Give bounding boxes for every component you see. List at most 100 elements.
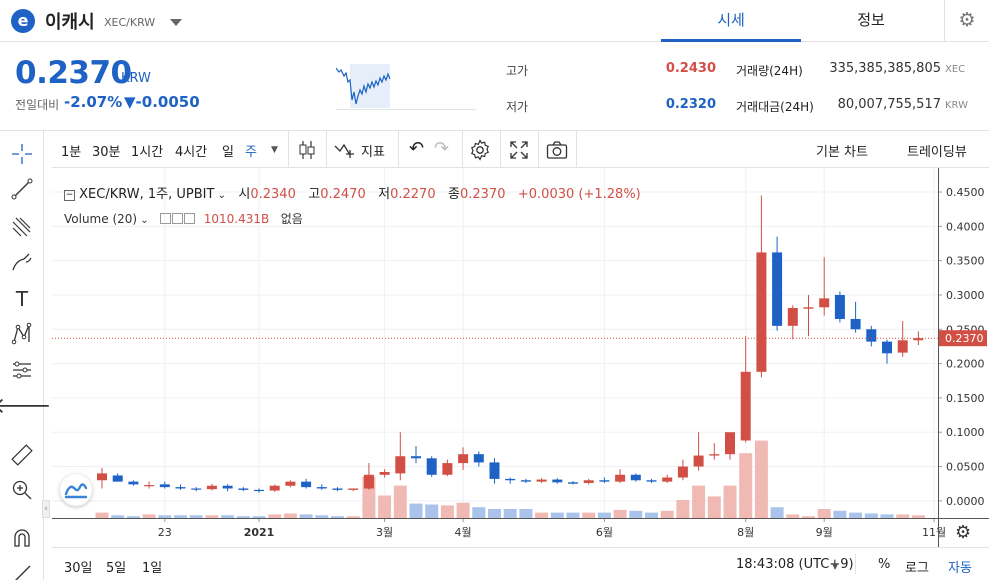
volume-label: 거래량(24H) xyxy=(736,64,803,78)
gear-icon[interactable]: ⚙ xyxy=(955,522,972,543)
range-30d[interactable]: 30일 xyxy=(64,561,93,576)
chart-toolbar: 1분 30분 1시간 4시간 일 주 ▼ 지표 ↶ ↷ 기본 차트 트레이딩뷰 xyxy=(52,131,989,168)
volume-bar xyxy=(189,515,203,518)
volume-bar xyxy=(503,509,517,518)
candle-body xyxy=(285,481,296,486)
interval-day[interactable]: 일 xyxy=(222,145,234,160)
fullscreen-icon[interactable] xyxy=(507,138,531,162)
candle-body xyxy=(693,455,704,467)
text-tool-icon[interactable]: T xyxy=(15,287,29,311)
volume-bar xyxy=(802,516,815,518)
interval-1h[interactable]: 1시간 xyxy=(131,145,164,160)
percent-toggle[interactable]: % xyxy=(878,557,891,572)
candle-body xyxy=(254,489,264,492)
legend-low: 0.2270 xyxy=(390,187,436,202)
amount-value: 80,007,755,517 xyxy=(837,97,941,112)
arrow-left-icon[interactable]: 🡐 xyxy=(0,394,52,419)
collapse-panel-button[interactable]: ‹ xyxy=(42,500,50,518)
camera-icon[interactable] xyxy=(545,138,569,162)
volume-bar xyxy=(158,515,172,518)
toolbar-divider xyxy=(398,131,399,168)
redo-icon[interactable]: ↷ xyxy=(434,138,450,159)
volume-indicator-label[interactable]: Volume (20) xyxy=(64,212,138,226)
candle-body xyxy=(709,454,720,456)
tradingview-logo[interactable] xyxy=(60,474,92,506)
volume-bar xyxy=(786,514,800,518)
eye-icon[interactable] xyxy=(160,213,172,224)
volume-bar xyxy=(582,512,596,518)
volume-bar xyxy=(770,507,784,518)
tradingview-tab[interactable]: 트레이딩뷰 xyxy=(907,145,967,160)
volume-bar xyxy=(660,510,674,518)
amount-unit: KRW xyxy=(945,100,968,111)
volume-bar xyxy=(393,485,407,518)
time-tick-label: 23 xyxy=(158,526,172,539)
candle-body xyxy=(348,488,359,490)
legend-symbol[interactable]: XEC/KRW, 1주, UPBIT xyxy=(79,187,215,202)
coin-name[interactable]: 이캐시 xyxy=(45,12,95,33)
pattern-icon[interactable] xyxy=(7,319,37,349)
low-value: 0.2320 xyxy=(665,97,716,112)
interval-30m[interactable]: 30분 xyxy=(92,145,121,160)
volume-bar xyxy=(268,514,282,518)
price-chart[interactable]: 0.45000.40000.35000.30000.25000.20000.15… xyxy=(52,168,989,547)
volume-bar xyxy=(378,495,392,518)
interval-week[interactable]: 주 xyxy=(245,145,257,160)
volume-legend: Volume (20) ⌄ 1010.431B 없음 xyxy=(64,212,303,226)
candle-body xyxy=(144,485,155,487)
legend-collapse-icon[interactable]: − xyxy=(64,190,75,201)
lock-drawing-icon[interactable] xyxy=(7,559,37,580)
candle-body xyxy=(646,480,657,482)
pitchfork-icon[interactable] xyxy=(7,211,37,241)
bottom-divider xyxy=(855,554,856,574)
trend-line-icon[interactable] xyxy=(7,174,37,204)
candle-body xyxy=(882,341,892,354)
legend-open: 0.2340 xyxy=(250,187,296,202)
gear-icon[interactable] xyxy=(468,138,492,162)
coin-pair[interactable]: XEC/KRW xyxy=(104,16,156,29)
candle-body xyxy=(505,478,516,481)
current-price: 0.2370 xyxy=(15,55,132,91)
change-percent: -2.07% xyxy=(64,93,123,111)
brush-icon[interactable] xyxy=(7,247,37,277)
chevron-down-icon[interactable]: ▼ xyxy=(832,562,839,571)
tab-info[interactable]: 정보 xyxy=(857,11,885,29)
time-tick-label: 3월 xyxy=(376,526,393,539)
log-toggle[interactable]: 로그 xyxy=(905,561,929,576)
interval-1m[interactable]: 1분 xyxy=(61,145,82,160)
gear-icon[interactable]: ⚙ xyxy=(944,0,989,42)
indicator-button[interactable]: 지표 xyxy=(361,145,385,160)
candle-body xyxy=(677,466,688,478)
price-tick-label: 0.1500 xyxy=(946,392,985,405)
candle-body xyxy=(112,475,123,482)
settings-icon[interactable] xyxy=(172,213,184,224)
candle-body xyxy=(850,318,861,330)
volume-bar xyxy=(409,503,423,518)
candle-body xyxy=(301,481,312,488)
candle-body xyxy=(489,462,500,479)
chevron-down-icon[interactable] xyxy=(170,19,182,26)
ruler-icon[interactable] xyxy=(7,440,37,470)
candlestick-type-icon[interactable] xyxy=(295,138,319,162)
clock-time[interactable]: 18:43:08 (UTC+9) xyxy=(736,557,854,572)
volume-bar xyxy=(472,507,486,518)
candle-body xyxy=(756,252,767,372)
auto-toggle[interactable]: 자동 xyxy=(948,561,972,576)
close-icon[interactable] xyxy=(184,213,196,224)
magnet-icon[interactable] xyxy=(7,523,37,553)
volume-bar xyxy=(645,512,658,518)
indicator-icon[interactable] xyxy=(333,138,357,162)
prediction-icon[interactable] xyxy=(7,355,37,385)
low-label: 저가 xyxy=(506,100,529,114)
volume-bar xyxy=(95,512,109,518)
range-5d[interactable]: 5일 xyxy=(106,561,127,576)
undo-icon[interactable]: ↶ xyxy=(409,138,425,159)
price-tick-label: 0.2000 xyxy=(946,358,985,371)
basic-chart-tab[interactable]: 기본 차트 xyxy=(816,145,868,160)
chevron-down-icon[interactable]: ▼ xyxy=(271,145,278,155)
tab-price[interactable]: 시세 xyxy=(661,0,801,42)
zoom-in-icon[interactable] xyxy=(7,475,37,505)
interval-4h[interactable]: 4시간 xyxy=(175,145,208,160)
range-1d[interactable]: 1일 xyxy=(142,561,163,576)
crosshair-icon[interactable] xyxy=(7,139,37,169)
